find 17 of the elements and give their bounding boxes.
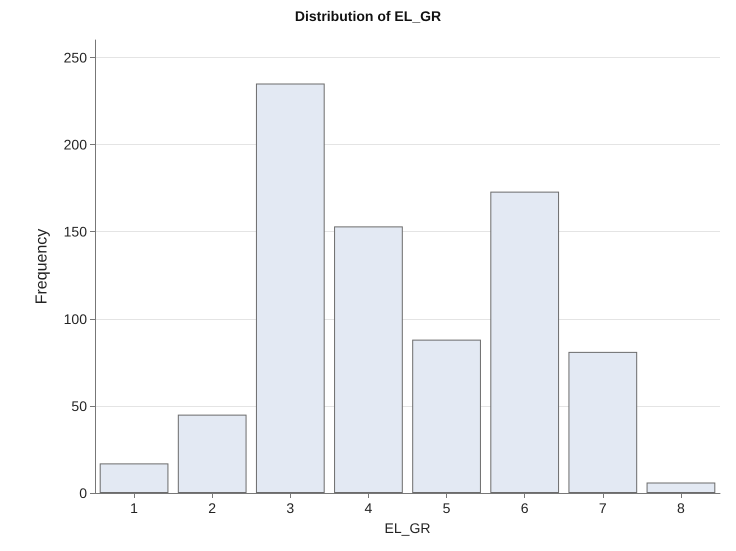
x-tick-label: 6 xyxy=(520,500,529,516)
y-tick-label: 50 xyxy=(71,398,88,414)
x-tick-label: 7 xyxy=(598,500,607,516)
y-tick-label: 100 xyxy=(64,310,88,327)
x-axis-title: EL_GR xyxy=(384,520,430,536)
x-tick-label: 5 xyxy=(442,500,451,516)
y-tick-label: 200 xyxy=(64,136,88,153)
y-axis-title: Frequency xyxy=(34,228,50,304)
x-tick-label: 3 xyxy=(286,500,294,516)
y-tick-label: 250 xyxy=(64,49,88,66)
chart-title: Distribution of EL_GR xyxy=(294,8,442,24)
x-tick-label: 1 xyxy=(130,500,138,516)
x-tick-label: 8 xyxy=(677,500,686,516)
x-tick-label: 4 xyxy=(364,500,373,516)
y-tick-label: 0 xyxy=(79,485,88,501)
x-tick-label: 2 xyxy=(208,500,216,516)
y-tick-label: 150 xyxy=(64,224,88,240)
